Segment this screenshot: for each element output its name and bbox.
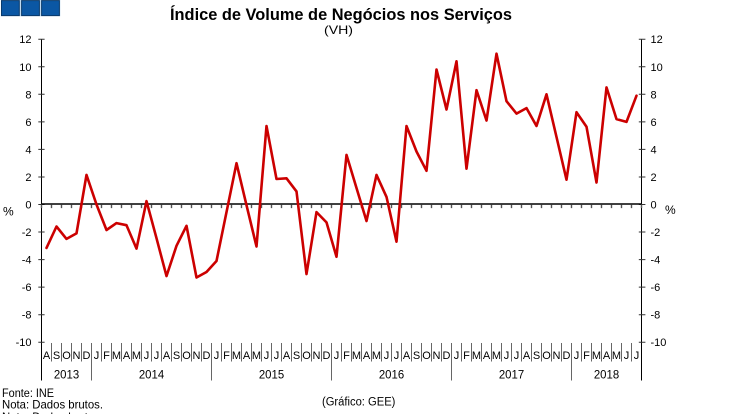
svg-text:N: N [193,350,201,362]
svg-text:M: M [592,350,601,362]
svg-text:F: F [343,350,350,362]
svg-text:J: J [624,350,630,362]
svg-text:A: A [43,350,51,362]
svg-text:2013: 2013 [54,368,80,382]
svg-text:S: S [293,350,300,362]
svg-text:2: 2 [651,172,657,184]
svg-text:S: S [533,350,540,362]
svg-text:F: F [583,350,590,362]
svg-text:A: A [483,350,491,362]
svg-text:Fonte: INE: Fonte: INE [2,386,54,400]
svg-text:J: J [384,350,390,362]
svg-text:A: A [123,350,131,362]
svg-text:Nota: Dados brutos.: Nota: Dados brutos. [2,398,103,412]
svg-text:J: J [514,350,520,362]
svg-text:M: M [372,350,381,362]
svg-text:M: M [612,350,621,362]
svg-text:12: 12 [651,34,663,46]
svg-text:N: N [313,350,321,362]
svg-text:-8: -8 [22,310,32,322]
svg-text:J: J [454,350,460,362]
svg-text:F: F [223,350,230,362]
svg-text:J: J [144,350,150,362]
svg-text:2: 2 [25,172,31,184]
svg-text:8: 8 [651,89,657,101]
svg-text:O: O [182,350,191,362]
svg-text:A: A [523,350,531,362]
svg-text:-10: -10 [651,337,667,349]
svg-text:A: A [283,350,291,362]
svg-text:-2: -2 [22,227,32,239]
svg-text:M: M [472,350,481,362]
svg-text:-6: -6 [22,282,32,294]
svg-text:J: J [214,350,220,362]
svg-text:-4: -4 [22,255,32,267]
svg-text:M: M [232,350,241,362]
svg-text:A: A [243,350,251,362]
svg-text:2014: 2014 [139,368,165,382]
svg-text:J: J [274,350,280,362]
svg-text:%: % [665,203,676,217]
svg-text:0: 0 [651,200,657,212]
svg-text:S: S [173,350,180,362]
svg-text:J: J [634,350,640,362]
svg-text:J: J [574,350,580,362]
svg-text:-2: -2 [651,227,661,239]
svg-text:2018: 2018 [594,368,620,382]
svg-text:A: A [163,350,171,362]
svg-text:N: N [553,350,561,362]
svg-text:J: J [334,350,340,362]
svg-text:O: O [62,350,71,362]
svg-text:4: 4 [651,144,657,156]
svg-text:D: D [563,350,571,362]
svg-text:%: % [3,205,14,219]
svg-text:6: 6 [25,117,31,129]
svg-text:(Gráfico: GEE): (Gráfico: GEE) [322,397,396,409]
svg-text:D: D [323,350,331,362]
svg-text:8: 8 [25,89,31,101]
svg-text:O: O [422,350,431,362]
svg-text:M: M [252,350,261,362]
svg-text:J: J [154,350,160,362]
svg-text:J: J [504,350,510,362]
svg-text:-8: -8 [651,310,661,322]
svg-text:-10: -10 [16,337,32,349]
svg-text:O: O [302,350,311,362]
svg-text:10: 10 [19,62,31,74]
svg-text:J: J [94,350,100,362]
svg-text:2016: 2016 [379,368,405,382]
svg-text:Índice de Volume de Negócios n: Índice de Volume de Negócios nos Serviço… [170,5,512,24]
svg-text:S: S [413,350,420,362]
svg-text:M: M [112,350,121,362]
svg-text:4: 4 [25,144,31,156]
svg-text:D: D [203,350,211,362]
svg-text:A: A [403,350,411,362]
svg-text:F: F [103,350,110,362]
svg-text:N: N [73,350,81,362]
svg-text:F: F [463,350,470,362]
svg-text:0: 0 [25,200,31,212]
svg-text:N: N [433,350,441,362]
svg-text:6: 6 [651,117,657,129]
svg-text:10: 10 [651,62,663,74]
svg-text:D: D [83,350,91,362]
svg-text:D: D [443,350,451,362]
svg-text:M: M [352,350,361,362]
svg-text:A: A [363,350,371,362]
svg-text:O: O [542,350,551,362]
svg-text:Nota: Dados brutos.: Nota: Dados brutos. [2,410,103,414]
svg-text:M: M [492,350,501,362]
svg-text:S: S [53,350,60,362]
svg-text:A: A [603,350,611,362]
svg-text:2017: 2017 [499,368,525,382]
svg-text:-6: -6 [651,282,661,294]
svg-text:(VH): (VH) [324,23,353,37]
svg-text:J: J [264,350,270,362]
svg-text:12: 12 [19,34,31,46]
svg-text:J: J [394,350,400,362]
svg-text:2015: 2015 [259,368,285,382]
svg-text:-4: -4 [651,255,661,267]
svg-text:M: M [132,350,141,362]
